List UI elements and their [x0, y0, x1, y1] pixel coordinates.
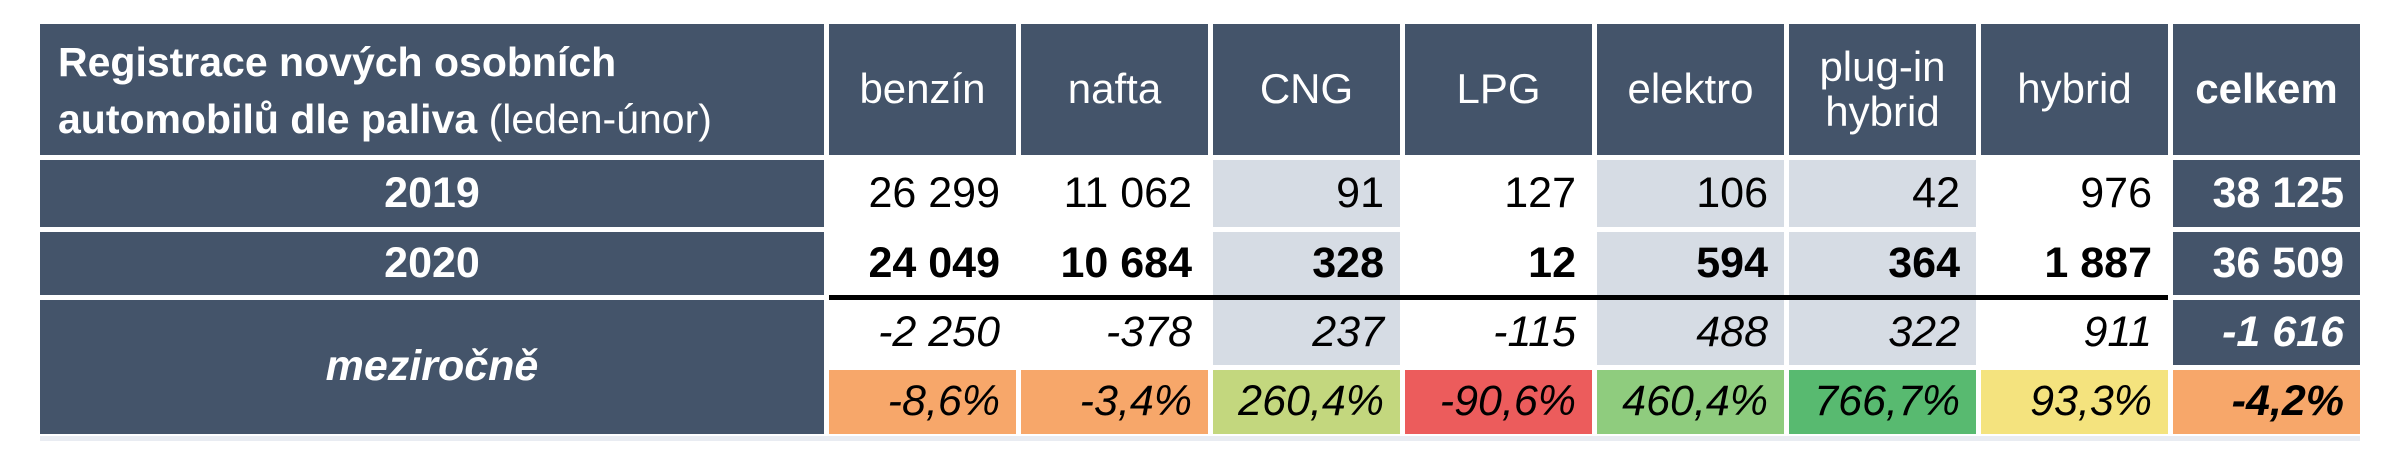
- table-title-period: (leden-únor): [488, 95, 712, 142]
- cell-2020-cng: 328: [1213, 232, 1400, 295]
- cell-diff-celkem: -1 616: [2173, 300, 2360, 365]
- cell-2020-benzin: 24 049: [829, 232, 1016, 295]
- cell-diff-lpg: -115: [1405, 300, 1592, 365]
- cell-2019-celkem: 38 125: [2173, 160, 2360, 227]
- row-label-2020: 2020: [40, 232, 824, 295]
- cell-diff-nafta: -378: [1021, 300, 1208, 365]
- column-header-elektro: elektro: [1597, 24, 1784, 155]
- cell-pct-nafta: -3,4%: [1021, 370, 1208, 434]
- cell-2020-hybrid: 1 887: [1981, 232, 2168, 295]
- cell-2019-elektro: 106: [1597, 160, 1784, 227]
- cell-pct-plugin-hybrid: 766,7%: [1789, 370, 1976, 434]
- table-title-main: Registrace nových osobních automobilů dl…: [58, 39, 617, 142]
- cell-pct-lpg: -90,6%: [1405, 370, 1592, 434]
- column-header-benzin: benzín: [829, 24, 1016, 155]
- cell-pct-celkem: -4,2%: [2173, 370, 2360, 434]
- cell-2019-nafta: 11 062: [1021, 160, 1208, 227]
- cell-2020-nafta: 10 684: [1021, 232, 1208, 295]
- cell-pct-benzin: -8,6%: [829, 370, 1016, 434]
- cell-diff-elektro: 488: [1597, 300, 1784, 365]
- cell-2019-plugin-hybrid: 42: [1789, 160, 1976, 227]
- cell-diff-cng: 237: [1213, 300, 1400, 365]
- column-header-nafta: nafta: [1021, 24, 1208, 155]
- column-header-celkem: celkem: [2173, 24, 2360, 155]
- cell-2019-lpg: 127: [1405, 160, 1592, 227]
- table-bottom-shadow: [40, 436, 2360, 441]
- cell-2019-hybrid: 976: [1981, 160, 2168, 227]
- column-header-lpg: LPG: [1405, 24, 1592, 155]
- cell-2020-elektro: 594: [1597, 232, 1784, 295]
- cell-pct-cng: 260,4%: [1213, 370, 1400, 434]
- cell-2019-benzin: 26 299: [829, 160, 1016, 227]
- column-header-cng: CNG: [1213, 24, 1400, 155]
- cell-2019-cng: 91: [1213, 160, 1400, 227]
- cell-diff-hybrid: 911: [1981, 300, 2168, 365]
- fuel-registrations-table: Registrace nových osobních automobilů dl…: [40, 24, 2360, 434]
- row-label-mezirocne: meziročně: [40, 300, 824, 434]
- cell-2020-celkem: 36 509: [2173, 232, 2360, 295]
- cell-diff-benzin: -2 250: [829, 300, 1016, 365]
- table-title: Registrace nových osobních automobilů dl…: [40, 24, 824, 155]
- cell-diff-plugin-hybrid: 322: [1789, 300, 1976, 365]
- year-comparison-divider-line: [829, 295, 2168, 300]
- column-header-plugin-hybrid: plug-in hybrid: [1789, 24, 1976, 155]
- cell-pct-hybrid: 93,3%: [1981, 370, 2168, 434]
- cell-2020-plugin-hybrid: 364: [1789, 232, 1976, 295]
- row-label-2019: 2019: [40, 160, 824, 227]
- column-header-hybrid: hybrid: [1981, 24, 2168, 155]
- cell-2020-lpg: 12: [1405, 232, 1592, 295]
- cell-pct-elektro: 460,4%: [1597, 370, 1784, 434]
